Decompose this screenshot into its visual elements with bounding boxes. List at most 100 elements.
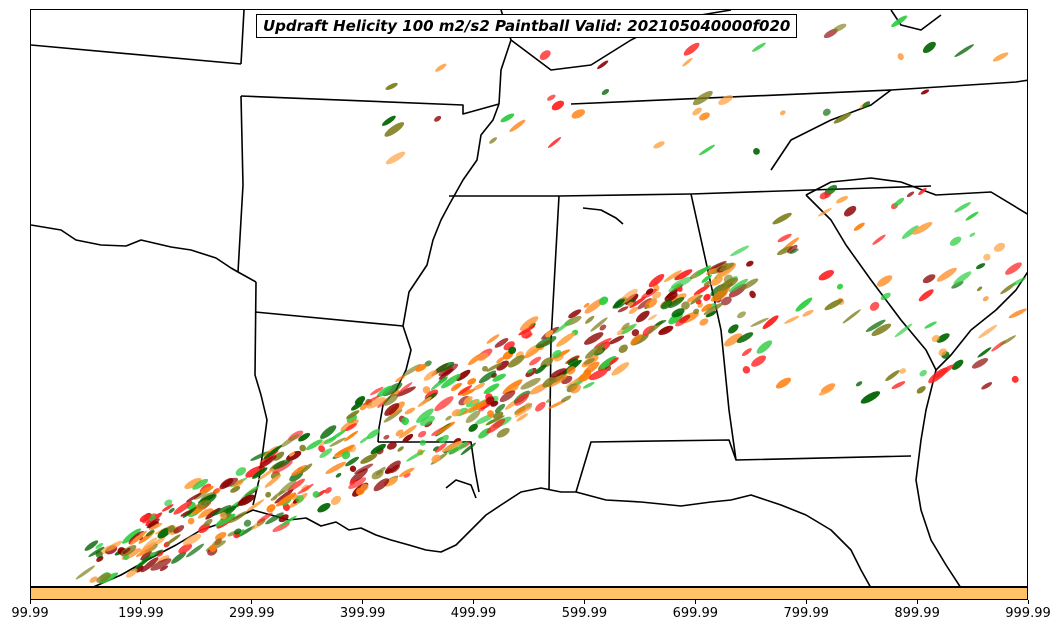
paintball-cell	[235, 467, 247, 476]
paintball-cell	[535, 364, 547, 375]
paintball-cell	[359, 436, 369, 444]
paintball-cell	[822, 108, 831, 116]
paintball-cell	[598, 296, 609, 306]
paintball-cell	[297, 483, 314, 495]
paintball-cell	[535, 401, 546, 412]
paintball-cell	[279, 515, 297, 527]
paintball-cell	[818, 387, 834, 396]
paintball-cell	[599, 324, 607, 331]
paintball-cell	[129, 530, 148, 546]
paintball-cell	[215, 531, 227, 541]
paintball-cell	[264, 474, 282, 488]
paintball-cell	[438, 368, 454, 380]
paintball-cell	[173, 525, 185, 534]
paintball-cell	[635, 310, 650, 323]
paintball-cell	[617, 306, 629, 313]
paintball-cell	[483, 383, 500, 394]
paintball-cell	[824, 184, 838, 196]
colorbar-tick	[473, 600, 475, 604]
boundary-mo-ar	[240, 95, 500, 115]
paintball-cell	[237, 494, 255, 506]
paintball-cell	[328, 429, 347, 442]
paintball-cell	[461, 388, 476, 397]
paintball-cell	[370, 443, 387, 455]
paintball-cell	[366, 397, 386, 409]
paintball-cell	[359, 403, 368, 411]
paintball-cell	[473, 382, 486, 391]
paintball-cell	[360, 453, 378, 464]
paintball-cell	[89, 576, 98, 583]
paintball-cell	[171, 551, 187, 564]
coast-detail	[445, 479, 477, 499]
boundary-ks-ok	[31, 44, 242, 65]
paintball-cell	[824, 193, 832, 199]
paintball-cell	[692, 107, 702, 116]
paintball-cell	[938, 348, 947, 356]
paintball-cell	[187, 517, 195, 525]
paintball-cell	[978, 324, 998, 339]
paintball-cell	[334, 444, 355, 456]
paintball-cell	[675, 269, 693, 281]
paintball-cell	[648, 273, 665, 288]
paintball-cell	[992, 52, 1009, 62]
paintball-cell	[349, 479, 356, 486]
colorbar-tick-label: 399.99	[339, 606, 386, 621]
paintball-cell	[683, 42, 700, 56]
paintball-cell	[721, 296, 732, 306]
paintball-cell	[954, 202, 971, 213]
paintball-cell	[703, 302, 724, 315]
paintball-cell	[122, 547, 131, 555]
paintball-cell	[434, 115, 442, 122]
colorbar-tick	[362, 600, 364, 604]
paintball-cell	[742, 366, 751, 374]
paintball-cell	[843, 205, 857, 217]
paintball-cell	[551, 100, 565, 111]
paintball-cell	[200, 485, 214, 494]
paintball-cell	[385, 82, 398, 90]
paintball-cell	[263, 444, 283, 460]
paintball-cell	[582, 381, 595, 389]
paintball-cell	[698, 144, 715, 156]
paintball-cell	[509, 119, 526, 132]
paintball-cell	[487, 410, 495, 418]
paintball-cell	[153, 536, 166, 546]
paintball-cell	[906, 191, 915, 198]
paintball-cell	[317, 502, 331, 513]
paintball-cell	[140, 557, 159, 573]
paintball-cell	[567, 358, 579, 366]
paintball-cell	[298, 432, 311, 442]
paintball-cell	[496, 427, 510, 438]
boundary-red-river	[31, 224, 257, 283]
paintball-cell	[192, 478, 209, 490]
paintball-cell	[644, 298, 658, 309]
paintball-cell	[777, 233, 792, 243]
paintball-cell	[348, 477, 367, 489]
paintball-cell	[383, 477, 398, 487]
paintball-cell	[502, 379, 523, 395]
paintball-cell	[331, 495, 341, 506]
paintball-cell	[936, 267, 957, 282]
paintball-cell	[382, 115, 396, 126]
paintball-cell	[621, 322, 630, 330]
paintball-cell	[621, 323, 637, 335]
paintball-cell	[186, 543, 205, 558]
paintball-cell	[719, 262, 735, 272]
paintball-cell	[924, 321, 937, 329]
paintball-cell	[168, 507, 175, 514]
paintball-cell	[494, 403, 506, 413]
paintball-cell	[756, 340, 773, 354]
paintball-cell	[817, 207, 832, 217]
paintball-cell	[159, 565, 169, 572]
paintball-cell	[349, 465, 357, 472]
paintball-cell	[891, 381, 906, 390]
paintball-cell	[583, 358, 595, 365]
paintball-cell	[600, 355, 617, 369]
paintball-cell	[398, 424, 417, 439]
paintball-cell	[403, 472, 411, 478]
paintball-cell	[590, 317, 608, 332]
paintball-cell	[692, 90, 713, 106]
paintball-cell	[471, 399, 479, 405]
paintball-cell	[355, 487, 365, 496]
paintball-cell	[280, 434, 299, 448]
paintball-cell	[370, 386, 384, 396]
